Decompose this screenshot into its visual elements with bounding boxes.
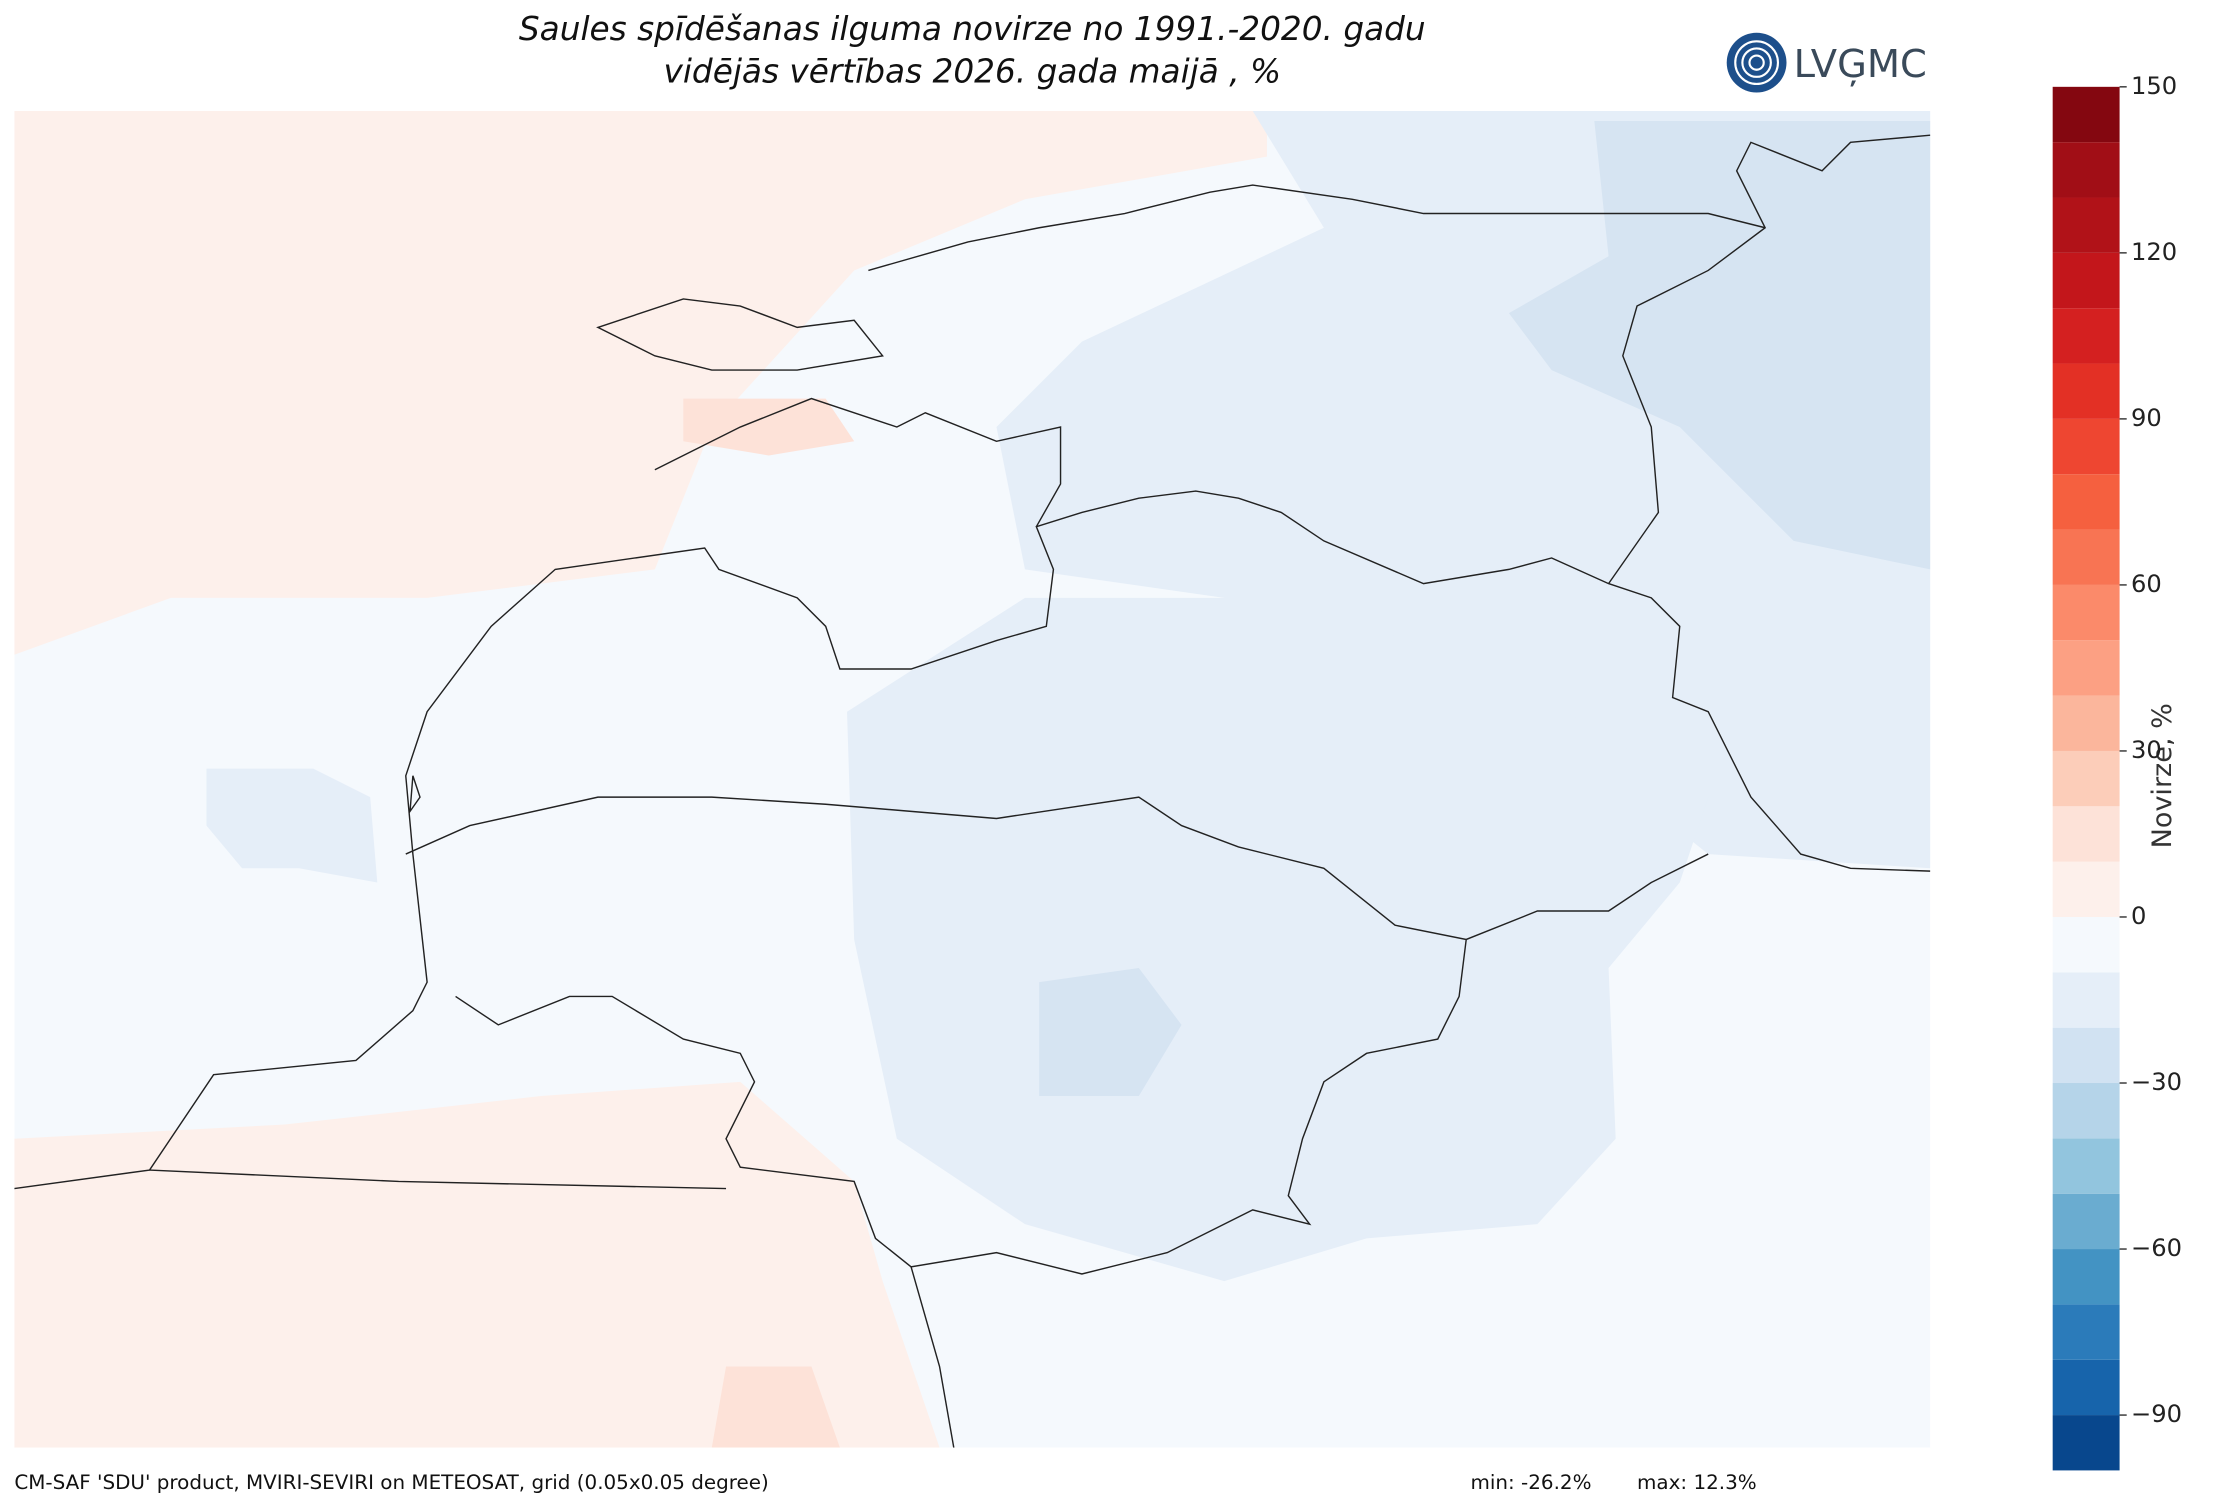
colorbar-bin: [2052, 695, 2120, 751]
colorbar-bin: [2052, 363, 2120, 419]
colorbar-bin: [2052, 142, 2120, 198]
colorbar-tick-label: 120: [2131, 238, 2177, 266]
footer-min: min: -26.2%: [1470, 1471, 1591, 1494]
map: [14, 111, 1931, 1448]
title-line: vidējās vērtības 2026. gada maijā , %: [663, 53, 1281, 91]
colorbar-bin: [2052, 474, 2120, 530]
logo: LVĢMC: [1726, 32, 1927, 93]
colorbar-tick-label: 0: [2131, 902, 2146, 930]
colorbar-bin: [2052, 972, 2120, 1028]
footer-source: CM-SAF 'SDU' product, MVIRI-SEVIRI on ME…: [14, 1471, 769, 1494]
colorbar-tick-label: 60: [2131, 570, 2162, 598]
colorbar-tick-label: −60: [2131, 1234, 2182, 1262]
colorbar-bin: [2052, 1359, 2120, 1416]
colorbar-tick-label: 90: [2131, 404, 2162, 432]
colorbar-bin: [2052, 750, 2120, 807]
colorbar-bin: [2052, 308, 2120, 364]
title-line: Saules spīdēšanas ilguma novirze no 1991…: [519, 10, 1426, 48]
colorbar-bin: [2052, 1249, 2120, 1305]
colorbar-bin: [2052, 1083, 2120, 1139]
colorbar-bin: [2052, 252, 2120, 309]
colorbar-tick-label: 30: [2131, 736, 2162, 764]
colorbar-bin: [2052, 1193, 2120, 1250]
colorbar-bin: [2052, 1304, 2120, 1360]
colorbar-bin: [2052, 418, 2120, 475]
footer-max: max: 12.3%: [1637, 1471, 1757, 1494]
colorbar-bin: [2052, 916, 2120, 973]
colorbar-label: Novirze, %: [2147, 703, 2178, 848]
colorbar-bin: [2052, 1027, 2120, 1084]
colorbar-bin: [2052, 1138, 2120, 1194]
colorbar-tick-label: 150: [2131, 72, 2177, 100]
colorbar-bin: [2052, 529, 2120, 585]
colorbar-bin: [2052, 197, 2120, 253]
colorbar-bin: [2052, 1415, 2120, 1471]
colorbar-bin: [2052, 86, 2120, 143]
colorbar-bin: [2052, 584, 2120, 641]
colorbar: Novirze, % 150 120 90 60 30 0 −30 −60 −90: [2052, 72, 2182, 1471]
colorbar-bin: [2052, 640, 2120, 696]
colorbar-tick-label: −30: [2131, 1068, 2182, 1096]
colorbar-tick-label: −90: [2131, 1400, 2182, 1428]
colorbar-bin: [2052, 806, 2120, 862]
logo-text: LVĢMC: [1794, 42, 1927, 87]
colorbar-bin: [2052, 861, 2120, 917]
